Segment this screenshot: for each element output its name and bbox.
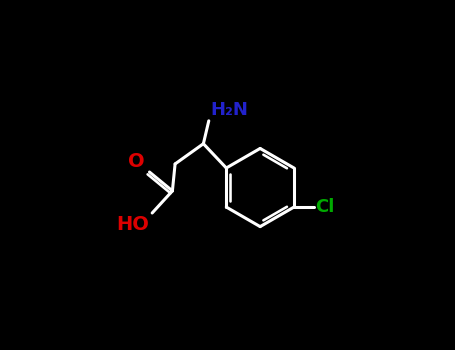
Text: H₂N: H₂N bbox=[210, 101, 248, 119]
Text: Cl: Cl bbox=[315, 198, 335, 216]
Text: O: O bbox=[128, 152, 145, 171]
Text: HO: HO bbox=[116, 215, 149, 234]
